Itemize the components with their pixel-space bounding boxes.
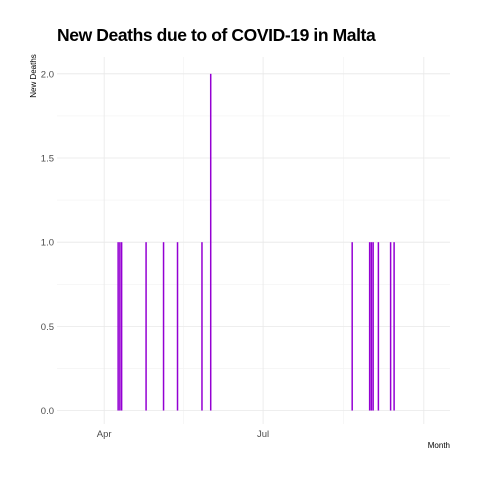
bar [176,242,179,411]
y-tick-label: 1.0 [41,238,54,249]
bar [351,242,353,411]
bar [377,242,380,411]
bar [368,242,371,411]
label-layer: 0.0 0.5 1.0 1.5 2.0 Apr Jul [41,69,269,440]
bar [209,73,212,411]
y-tick-label: 1.5 [41,154,54,165]
y-axis-title: New Deaths [29,54,38,98]
bar [201,242,203,411]
y-tick-label: 0.5 [41,322,54,333]
bar [145,242,147,411]
grid-layer [57,57,450,424]
bar [370,242,373,411]
y-tick-label: 2.0 [41,69,54,80]
bar [372,242,374,411]
bar [117,242,119,411]
x-tick-label: Apr [97,429,112,440]
y-tick-label: 0.0 [41,406,54,417]
bar [393,242,395,411]
chart-title: New Deaths due to of COVID-19 in Malta [57,25,376,45]
bar-layer [117,73,395,411]
x-axis-title: Month [428,441,450,450]
bar [389,242,392,411]
bar [119,242,121,411]
bar [162,242,165,411]
bar [120,242,123,411]
x-tick-label: Jul [257,429,269,440]
